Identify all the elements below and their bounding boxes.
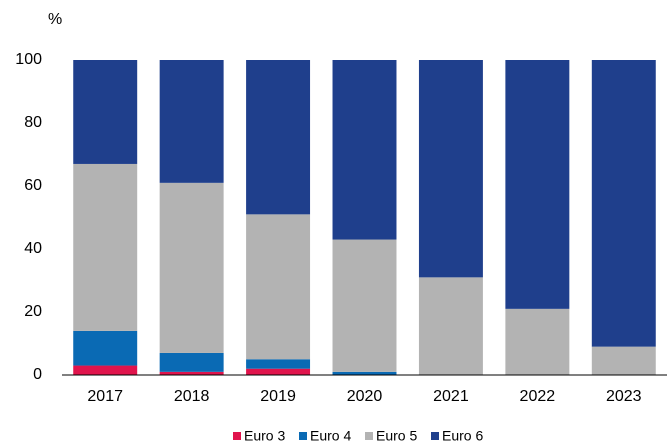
y-tick-label: 60 xyxy=(24,177,42,194)
bar-segment xyxy=(159,352,224,372)
bar-segment xyxy=(159,182,224,353)
legend-label: Euro 5 xyxy=(376,428,417,444)
bar-segment xyxy=(246,60,311,215)
x-tick-label: 2018 xyxy=(174,388,210,405)
bar-segment xyxy=(246,359,311,369)
bar-segment xyxy=(332,371,397,375)
y-axis-label: % xyxy=(48,11,62,28)
x-tick-label: 2022 xyxy=(520,388,556,405)
y-tick-label: 40 xyxy=(24,240,42,257)
legend-swatch xyxy=(233,432,241,440)
bar-segment xyxy=(73,163,138,331)
bar-segment xyxy=(73,60,138,164)
legend-label: Euro 6 xyxy=(442,428,483,444)
bar-segment xyxy=(418,60,483,278)
legend-swatch xyxy=(431,432,439,440)
x-tick-label: 2020 xyxy=(347,388,383,405)
y-tick-label: 0 xyxy=(33,366,42,383)
bar-segment xyxy=(505,60,570,309)
x-tick-label: 2021 xyxy=(433,388,469,405)
bar-segment xyxy=(73,365,138,375)
x-tick-label: 2023 xyxy=(606,388,642,405)
bar-segment xyxy=(591,346,656,375)
bar-segment xyxy=(159,60,224,183)
x-tick-label: 2019 xyxy=(260,388,296,405)
bar-segment xyxy=(332,60,397,240)
bar-segment xyxy=(591,60,656,347)
bar-segment xyxy=(246,214,311,360)
y-tick-label: 80 xyxy=(24,114,42,131)
legend-label: Euro 4 xyxy=(310,428,351,444)
y-tick-label: 20 xyxy=(24,303,42,320)
bar-segment xyxy=(246,368,311,375)
legend-swatch xyxy=(365,432,373,440)
bar-segment xyxy=(73,330,138,366)
x-tick-label: 2017 xyxy=(87,388,123,405)
bar-segment xyxy=(505,308,570,375)
y-tick-label: 100 xyxy=(15,51,42,68)
bar-segment xyxy=(159,371,224,375)
bar-segment xyxy=(332,239,397,372)
legend-swatch xyxy=(299,432,307,440)
legend-label: Euro 3 xyxy=(244,428,285,444)
bar-segment xyxy=(418,277,483,375)
